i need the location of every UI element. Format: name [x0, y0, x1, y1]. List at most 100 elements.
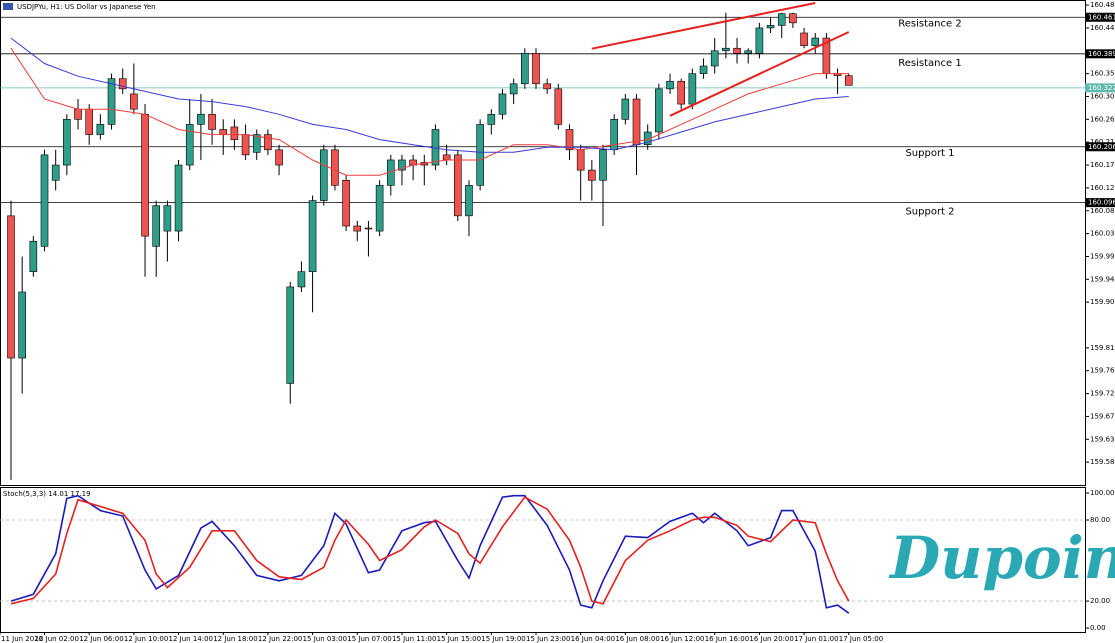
candle-body — [677, 80, 686, 105]
candle-body — [40, 154, 49, 247]
stoch-pane — [0, 487, 1086, 633]
x-tick-label: 15 Jun 19:00 — [481, 635, 525, 643]
candle-body — [275, 149, 283, 166]
y-tick-label: 20.00 — [1090, 597, 1110, 605]
candle-body — [576, 149, 585, 171]
candle-body — [7, 215, 15, 359]
x-tick-label: 12 Jun 02:00 — [35, 635, 79, 643]
level-name: Resistance 1 — [898, 58, 961, 69]
candle-body — [364, 227, 373, 230]
candle-body — [241, 134, 250, 156]
stoch-title: Stoch(5,3,3) 14.01 17.19 — [3, 490, 91, 498]
x-tick-label: 16 Jun 16:00 — [705, 635, 749, 643]
y-tick-label: 160.440 — [1090, 24, 1115, 32]
y-tick-label: 160.125 — [1090, 184, 1115, 192]
x-tick-label: 12 Jun 10:00 — [124, 635, 168, 643]
y-tick-label: 160.170 — [1090, 161, 1115, 169]
y-tick-label: 159.630 — [1090, 435, 1115, 443]
level-tag-label: 160.461 — [1088, 13, 1115, 21]
candle-body — [197, 113, 205, 125]
level-tag — [1085, 12, 1115, 22]
candle-body — [297, 271, 306, 288]
y-tick-label: 159.900 — [1090, 298, 1115, 306]
level-name: Support 2 — [905, 207, 954, 218]
candle-body — [219, 129, 228, 135]
level-tag-label: 160.206 — [1088, 143, 1115, 151]
candle-body — [844, 75, 853, 86]
candle-body — [688, 73, 697, 105]
x-tick-label: 12 Jun 22:00 — [258, 635, 302, 643]
y-tick-label: 159.810 — [1090, 344, 1115, 352]
x-tick-label: 11 Jun 2026 — [1, 635, 44, 643]
x-tick-label: 17 Jun 01:00 — [794, 635, 838, 643]
candle-body — [230, 126, 239, 140]
y-tick-label: 159.765 — [1090, 367, 1115, 375]
candle-body — [599, 149, 607, 181]
candle-body — [710, 50, 719, 67]
y-tick-label: 160.350 — [1090, 70, 1115, 78]
candle-body — [755, 27, 764, 54]
symbol-icon — [3, 3, 13, 10]
candle-body — [331, 149, 339, 186]
x-tick-label: 12 Jun 14:00 — [169, 635, 213, 643]
candle-body — [252, 134, 261, 153]
level-tag — [1085, 198, 1115, 208]
candle-body — [733, 47, 741, 54]
x-tick-label: 16 Jun 08:00 — [615, 635, 659, 643]
candle-body — [666, 80, 674, 90]
candle-body — [51, 164, 60, 181]
candle-body — [264, 134, 272, 151]
candle-body — [453, 154, 462, 217]
candle-body — [632, 98, 641, 146]
x-tick-label: 15 Jun 07:00 — [347, 635, 391, 643]
candle-body — [74, 108, 82, 120]
candle-body — [655, 88, 663, 133]
candle-body — [811, 37, 820, 46]
x-tick-label: 12 Jun 18:00 — [213, 635, 257, 643]
x-tick-label: 12 Jun 06:00 — [79, 635, 123, 643]
candle-body — [375, 185, 384, 232]
y-tick-label: 159.945 — [1090, 275, 1115, 283]
candle-body — [521, 53, 529, 85]
candle-body — [18, 291, 26, 359]
x-tick-label: 15 Jun 03:00 — [303, 635, 347, 643]
candle-body — [498, 93, 507, 115]
candle-body — [800, 32, 808, 46]
candle-body — [699, 65, 708, 74]
price-pane — [0, 0, 1086, 486]
x-tick-label: 15 Jun 23:00 — [526, 635, 570, 643]
candle-body — [744, 50, 753, 54]
y-tick-label: 159.990 — [1090, 252, 1115, 260]
logo: Dupoin — [888, 524, 1115, 592]
candle-body — [465, 185, 473, 217]
candle-body — [565, 129, 574, 151]
candle-body — [353, 225, 362, 232]
y-tick-label: 160.485 — [1090, 1, 1115, 9]
trend-line — [669, 31, 850, 117]
candle-body — [96, 124, 105, 135]
candle-body — [554, 88, 563, 125]
moving-average — [10, 37, 849, 153]
y-tick-label: 159.675 — [1090, 412, 1115, 420]
x-tick-label: 15 Jun 11:00 — [392, 635, 436, 643]
candle-body — [286, 286, 295, 384]
x-tick-label: 17 Jun 05:00 — [839, 635, 883, 643]
level-tag-label: 160.389 — [1088, 50, 1115, 58]
candle-body — [766, 25, 775, 29]
candle-body — [543, 83, 551, 90]
candle-body — [130, 93, 138, 110]
candle-body — [141, 113, 149, 237]
candle-body — [722, 47, 730, 52]
stoch-line — [10, 496, 850, 605]
candle-body — [152, 205, 161, 247]
level-tag — [1085, 49, 1115, 59]
x-tick-label: 16 Jun 12:00 — [660, 635, 704, 643]
candle-body — [476, 124, 484, 186]
trend-line — [591, 2, 816, 50]
candle-body — [163, 205, 172, 232]
x-tick-label: 16 Jun 04:00 — [571, 635, 615, 643]
level-name: Support 1 — [905, 148, 954, 159]
candle-body — [621, 98, 630, 120]
candle-body — [588, 169, 596, 181]
candle-body — [308, 200, 317, 272]
